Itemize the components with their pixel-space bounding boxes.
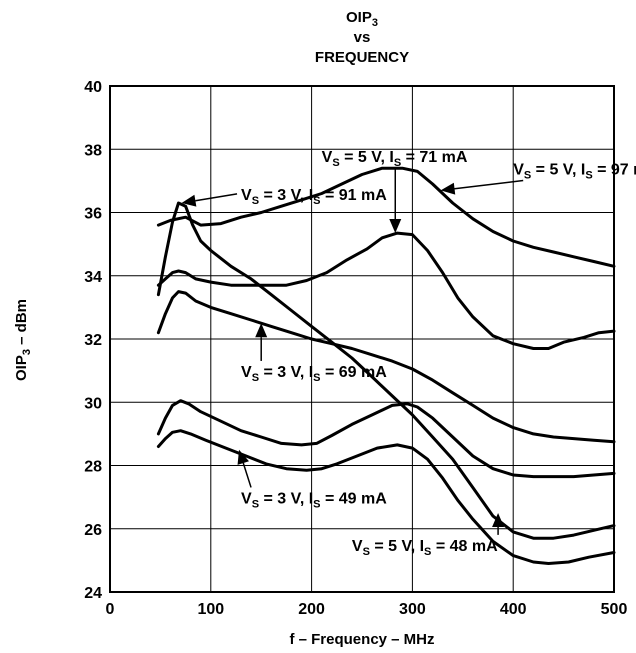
series-line-s4 — [156, 290, 616, 444]
series-line-s2 — [156, 166, 616, 268]
y-tick-label: 32 — [84, 332, 102, 349]
leader-line — [195, 193, 238, 202]
y-tick-label: 30 — [84, 395, 102, 412]
y-tick-label: 28 — [84, 459, 102, 476]
series-line-s5 — [156, 399, 616, 479]
series-annotations: VS = 5 V, IS = 71 mA VS = 5 V, IS = 97 mA… — [181, 149, 636, 558]
y-tick-label: 40 — [84, 79, 102, 96]
series-label-s2: VS = 5 V, IS = 97 mA — [513, 162, 636, 182]
leader-line — [454, 179, 524, 190]
y-tick-label: 36 — [84, 206, 102, 223]
leader-arrowhead — [181, 194, 197, 207]
series-label-s5: VS = 3 V, IS = 49 mA — [241, 490, 387, 510]
x-tick-label: 300 — [399, 601, 426, 618]
chart-title-line2: vs — [354, 29, 371, 46]
leader-arrowhead — [389, 219, 402, 234]
y-tick-label: 34 — [84, 269, 102, 286]
x-tick-label: 0 — [106, 601, 115, 618]
x-tick-label: 200 — [298, 601, 325, 618]
leader-arrowhead — [237, 449, 249, 465]
x-tick-label: 400 — [500, 601, 527, 618]
series-lines — [156, 166, 616, 565]
y-axis-label: OIP3 – dBm — [13, 299, 33, 381]
x-tick-label: 500 — [601, 601, 628, 618]
chart-title-line1: OIP3 — [346, 9, 378, 29]
leader-line — [242, 462, 252, 488]
y-tick-label: 24 — [84, 585, 102, 602]
series-label-s1: VS = 3 V, IS = 91 mA — [241, 187, 387, 207]
x-tick-label: 100 — [197, 601, 224, 618]
y-tick-label: 38 — [84, 142, 102, 159]
series-line-s3 — [156, 231, 616, 350]
leader-arrowhead — [440, 182, 456, 195]
y-tick-label: 26 — [84, 522, 102, 539]
series-label-s4: VS = 3 V, IS = 69 mA — [241, 364, 387, 384]
chart-title-line3: FREQUENCY — [315, 49, 409, 66]
plot-frame — [109, 85, 615, 593]
leader-arrowhead — [255, 323, 268, 338]
series-line-s6 — [156, 429, 616, 565]
series-line-s1 — [156, 201, 616, 540]
tick-labels: 0 100 200 300 400 500 24 26 28 30 32 34 36 38 40 — [84, 79, 627, 618]
series-label-s3: VS = 5 V, IS = 71 mA — [322, 149, 468, 169]
leader-arrowhead — [492, 512, 505, 527]
x-axis-label: f – Frequency – MHz — [289, 631, 434, 648]
series-label-s6: VS = 5 V, IS = 48 mA — [352, 538, 498, 558]
